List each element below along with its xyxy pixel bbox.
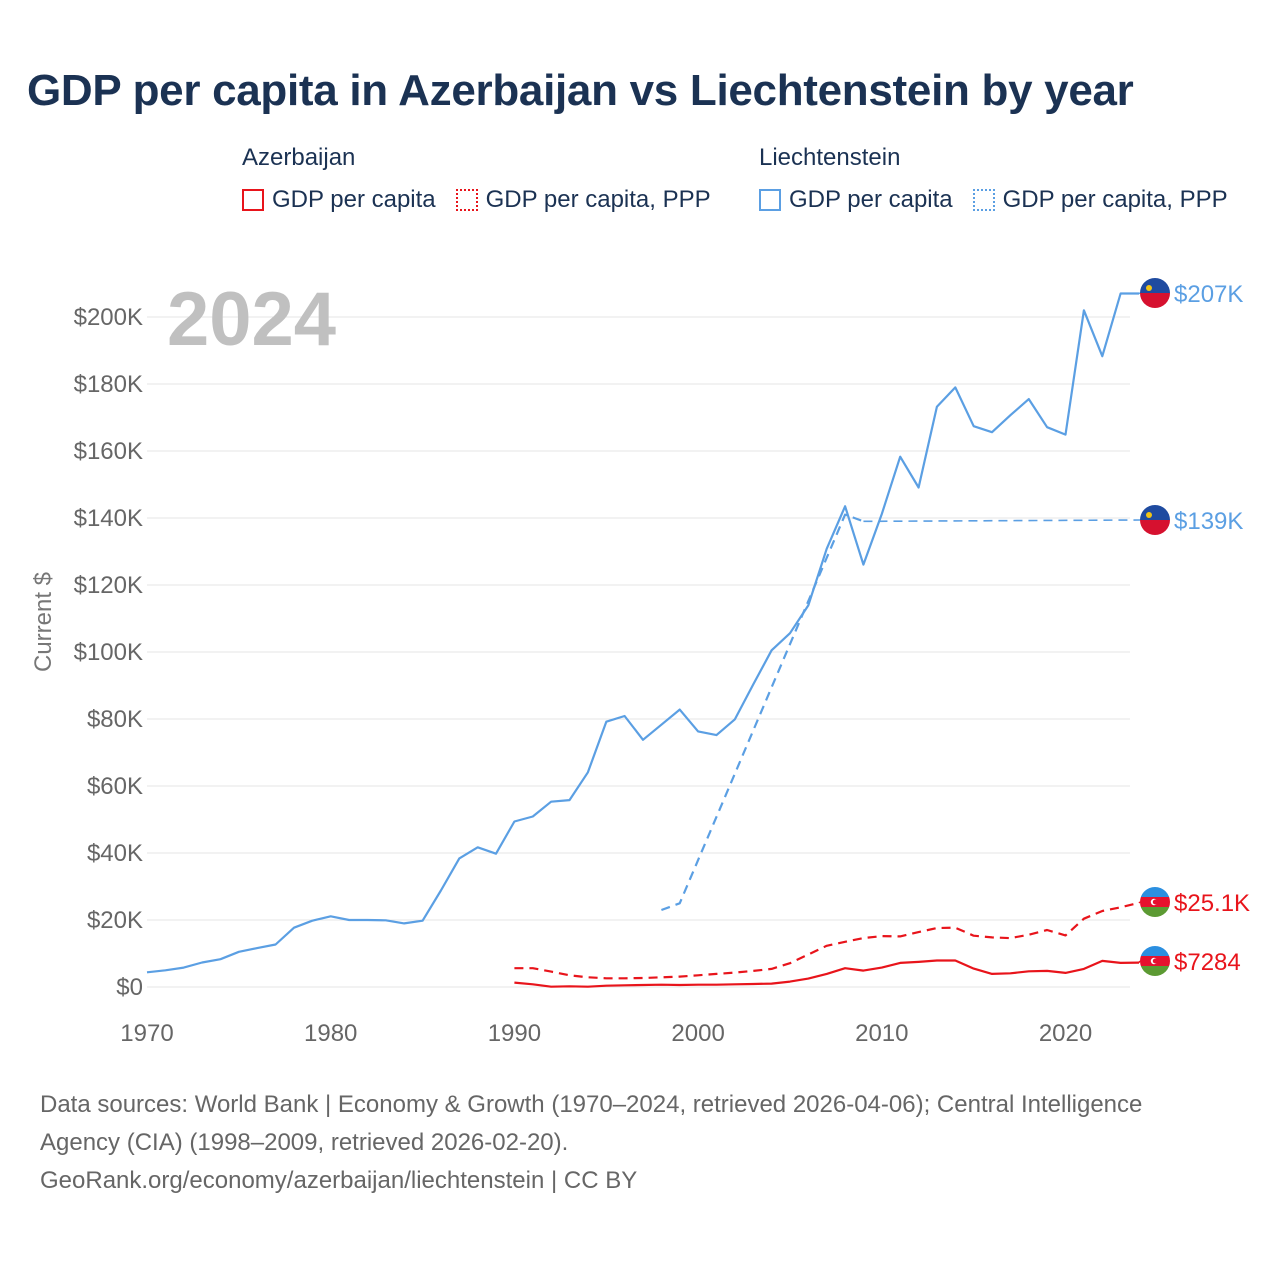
y-tick-label: $200K (74, 304, 143, 331)
x-tick-label: 2010 (855, 1020, 908, 1047)
y-tick-label: $20K (87, 907, 143, 934)
chart: $0 $20K $40K $60K $80K $100K $120K $140K $160K $1… (30, 277, 1250, 1047)
end-value-label: $25.1K (1174, 890, 1250, 917)
legend-group-title: Liechtenstein (759, 144, 901, 171)
grid (147, 316, 1130, 988)
footer-source-line: Agency (CIA) (1998–2009, retrieved 2026-… (40, 1129, 569, 1156)
legend-item-label: GDP per capita, PPP (1002, 186, 1228, 213)
y-axis-label: Current $ (30, 572, 57, 672)
x-tick-label: 1990 (488, 1020, 541, 1047)
azerbaijan-flag-icon (1140, 946, 1170, 976)
end-labels: $207K $139K $25.1K $7284 (1174, 281, 1250, 976)
series-layer (146, 292, 1141, 988)
y-axis: $0 $20K $40K $60K $80K $100K $120K $140K $160K $1… (74, 304, 143, 1001)
x-tick-label: 2020 (1039, 1020, 1092, 1047)
series-line[interactable] (146, 292, 1139, 974)
end-label-connector (1138, 960, 1141, 964)
y-tick-label: $160K (74, 438, 143, 465)
x-tick-label: 1980 (304, 1020, 357, 1047)
legend-item-azerbaijan-gdp[interactable]: GDP per capita (242, 186, 436, 214)
footer-link[interactable]: GeoRank.org/economy/azerbaijan/liechtens… (40, 1167, 638, 1194)
liechtenstein-flag-icon (1140, 278, 1170, 308)
legend-item-label: GDP per capita (272, 186, 436, 213)
end-value-label: $207K (1174, 281, 1243, 308)
year-overlay: 2024 (167, 277, 336, 362)
series-line[interactable] (661, 513, 864, 912)
page-title: GDP per capita in Azerbaijan vs Liechten… (27, 66, 1134, 115)
y-tick-label: $80K (87, 706, 143, 733)
y-tick-label: $180K (74, 371, 143, 398)
series-line[interactable] (514, 901, 1140, 980)
end-label-connector (1138, 292, 1141, 295)
end-value-label: $7284 (1174, 949, 1241, 976)
legend-item-liechtenstein-gdp-ppp[interactable]: GDP per capita, PPP (972, 186, 1228, 214)
end-label-connector (1138, 901, 1141, 904)
end-label-connector (863, 519, 1141, 523)
y-tick-label: $60K (87, 773, 143, 800)
y-tick-label: $100K (74, 639, 143, 666)
series-line[interactable] (514, 959, 1140, 988)
legend-swatch-dotted-icon (455, 189, 478, 211)
legend-swatch-solid-icon (242, 189, 264, 211)
x-axis: 1970 1980 1990 2000 2010 2020 (120, 1020, 1092, 1047)
legend-group-azerbaijan: Azerbaijan GDP per capita GDP per capita… (242, 144, 731, 214)
end-value-label: $139K (1174, 508, 1243, 535)
y-tick-label: $0 (116, 974, 143, 1001)
legend-swatch-solid-icon (759, 189, 781, 211)
y-tick-label: $140K (74, 505, 143, 532)
y-tick-label: $120K (74, 572, 143, 599)
x-tick-label: 1970 (120, 1020, 173, 1047)
legend-item-liechtenstein-gdp[interactable]: GDP per capita (759, 186, 953, 214)
legend-group-liechtenstein: Liechtenstein GDP per capita GDP per cap… (759, 144, 1248, 214)
y-tick-label: $40K (87, 840, 143, 867)
legend-item-label: GDP per capita (789, 186, 953, 213)
legend-group-title: Azerbaijan (242, 144, 356, 171)
legend-item-azerbaijan-gdp-ppp[interactable]: GDP per capita, PPP (455, 186, 711, 214)
footer-source-line: Data sources: World Bank | Economy & Gro… (40, 1091, 1143, 1118)
legend-swatch-dotted-icon (972, 189, 995, 211)
footer: Data sources: World Bank | Economy & Gro… (40, 1086, 1142, 1200)
x-tick-label: 2000 (671, 1020, 724, 1047)
legend-item-label: GDP per capita, PPP (485, 186, 711, 213)
liechtenstein-flag-icon (1140, 505, 1170, 535)
azerbaijan-flag-icon (1140, 887, 1170, 917)
